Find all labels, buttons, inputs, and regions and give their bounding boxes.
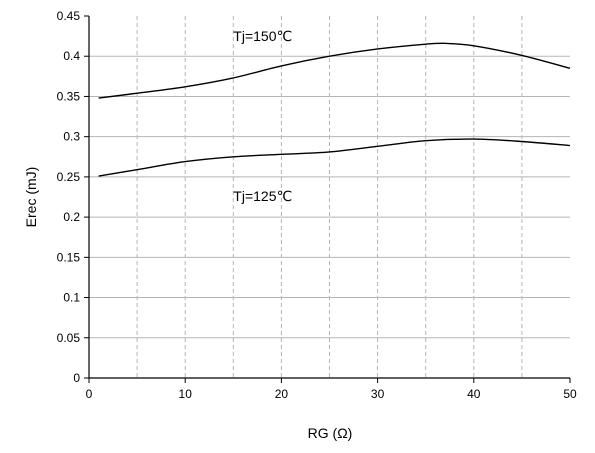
x-tick-label: 0 — [86, 387, 93, 401]
y-tick-label: 0.15 — [57, 250, 81, 264]
x-tick-label: 40 — [467, 387, 481, 401]
x-tick-label: 30 — [371, 387, 385, 401]
y-tick-label: 0.45 — [57, 9, 81, 23]
y-tick-label: 0.2 — [63, 210, 80, 224]
series-annotation-label: Tj=150℃ — [233, 28, 292, 44]
series-annotation-label: Tj=125℃ — [233, 188, 292, 204]
series-line-1 — [98, 42, 571, 99]
grid-layer — [89, 16, 570, 378]
x-tick-label: 10 — [179, 387, 193, 401]
y-tick-label: 0.35 — [57, 89, 81, 103]
x-tick-label: 20 — [275, 387, 289, 401]
y-tick-label: 0.1 — [63, 291, 80, 305]
x-tick-label: 50 — [563, 387, 577, 401]
y-axis-title: Erec (mJ) — [23, 167, 39, 228]
y-tick-label: 0.05 — [57, 331, 81, 345]
x-axis-title: RG (Ω) — [308, 425, 353, 441]
axes-layer — [84, 15, 571, 383]
series-layer — [98, 42, 571, 177]
y-tick-label: 0.25 — [57, 170, 81, 184]
y-tick-label: 0.3 — [63, 130, 80, 144]
y-tick-label: 0 — [73, 371, 80, 385]
labels-layer: 0 10 20 30 40 50 0 0.05 0.1 0.15 0.2 0.25 0.3 0.35 0.4… — [57, 9, 577, 401]
y-tick-label: 0.4 — [63, 49, 80, 63]
series-line-2 — [98, 138, 571, 177]
